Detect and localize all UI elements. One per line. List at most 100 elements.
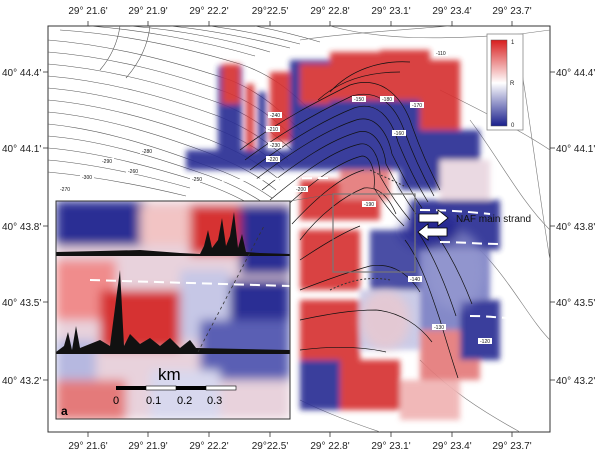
lon-label: 29° 22.8' xyxy=(310,6,349,17)
svg-text:-300: -300 xyxy=(82,175,92,181)
lon-label: 29° 21.6' xyxy=(68,441,107,452)
lat-label: 40° 44.4' xyxy=(556,68,595,79)
lon-label: 29° 21.6' xyxy=(68,6,107,17)
legend-mid: R xyxy=(510,81,515,87)
arrow-right-icon xyxy=(418,209,449,227)
legend-max: 1 xyxy=(511,40,515,46)
svg-text:-150: -150 xyxy=(354,97,364,103)
lat-label: 40° 44.4' xyxy=(2,68,41,79)
svg-text:-180: -180 xyxy=(382,97,392,103)
lon-label: 29° 22.2' xyxy=(189,441,228,452)
svg-text:-140: -140 xyxy=(410,277,420,283)
dotted-trace xyxy=(329,277,391,291)
svg-text:-270: -270 xyxy=(60,187,70,193)
lat-label: 40° 43.8' xyxy=(2,222,41,233)
lat-label: 40° 43.5' xyxy=(556,298,595,309)
contour-label: -250 xyxy=(190,176,204,183)
scale-tick: 0.1 xyxy=(146,395,161,407)
svg-text:-110: -110 xyxy=(436,51,446,57)
reflectivity-swaths xyxy=(186,50,500,420)
scale-unit: km xyxy=(158,365,181,384)
contour-label: -160 xyxy=(392,130,406,137)
lat-label: 40° 43.2' xyxy=(556,376,595,387)
svg-text:-250: -250 xyxy=(192,177,202,183)
lon-label: 29° 23.4' xyxy=(432,441,471,452)
lon-label: 29° 23.7' xyxy=(492,6,531,17)
legend-min: 0 xyxy=(511,123,515,129)
latitude-labels-right: 40° 44.4' 40° 44.1' 40° 43.8' 40° 43.5' … xyxy=(556,68,595,387)
svg-text:-160: -160 xyxy=(394,131,404,137)
lat-label: 40° 43.8' xyxy=(556,222,595,233)
lon-label: 29° 21.9' xyxy=(128,441,167,452)
contour-label: -190 xyxy=(362,201,376,208)
lon-label: 29°22.5' xyxy=(252,6,289,17)
lat-label: 40° 44.1' xyxy=(556,144,595,155)
trace-lower xyxy=(56,270,290,354)
inset-panel: km 0 0.1 0.2 0.3 a xyxy=(55,200,291,420)
lon-label: 29° 23.4' xyxy=(432,6,471,17)
color-legend: 1 R 0 xyxy=(486,33,524,131)
scale-bar xyxy=(116,385,237,391)
lon-label: 29° 23.1' xyxy=(371,6,410,17)
contour-labels: -110 -150 -180 -170 -160 -210 -200 -190 … xyxy=(58,50,492,345)
contour-lines-slope xyxy=(239,61,473,379)
lon-label: 29° 22.8' xyxy=(310,441,349,452)
naf-label: NAF main strand xyxy=(456,214,531,225)
panel-label: a xyxy=(61,404,68,418)
svg-text:-220: -220 xyxy=(268,157,278,163)
lat-label: 40° 43.2' xyxy=(2,376,41,387)
legend-colorbar xyxy=(490,39,508,127)
contour-label: -220 xyxy=(266,156,280,163)
latitude-labels-left: 40° 44.4' 40° 44.1' 40° 43.8' 40° 43.5' … xyxy=(2,68,41,387)
scale-tick: 0 xyxy=(113,395,119,407)
lon-label: 29° 21.9' xyxy=(128,6,167,17)
contour-label: -260 xyxy=(126,168,140,175)
svg-text:-230: -230 xyxy=(270,143,280,149)
trace-upper xyxy=(56,212,290,256)
axis-ticks xyxy=(43,21,555,437)
contour-label: -150 xyxy=(352,96,366,103)
longitude-labels-bottom: 29° 21.6' 29° 21.9' 29° 22.2' 29°22.5' 2… xyxy=(68,441,531,452)
svg-text:-170: -170 xyxy=(412,103,422,109)
study-area-box xyxy=(332,193,416,273)
contour-label: -280 xyxy=(140,148,154,155)
contour-label: -270 xyxy=(58,186,72,193)
inset-connector xyxy=(289,193,334,202)
svg-text:-290: -290 xyxy=(102,159,112,165)
contour-label: -140 xyxy=(408,276,422,283)
scale-tick: 0.3 xyxy=(207,395,222,407)
scale-tick: 0.2 xyxy=(177,395,192,407)
lat-label: 40° 44.1' xyxy=(2,144,41,155)
contour-label: -180 xyxy=(380,96,394,103)
svg-text:-120: -120 xyxy=(480,339,490,345)
svg-text:-240: -240 xyxy=(270,113,280,119)
svg-text:-190: -190 xyxy=(364,202,374,208)
lat-label: 40° 43.5' xyxy=(2,298,41,309)
contour-label: -170 xyxy=(410,102,424,109)
lon-label: 29°22.5' xyxy=(252,441,289,452)
naf-arrows xyxy=(417,209,449,241)
lon-label: 29° 23.7' xyxy=(492,441,531,452)
contour-label: -230 xyxy=(268,142,282,149)
contour-label: -120 xyxy=(478,338,492,345)
lon-label: 29° 23.1' xyxy=(371,441,410,452)
contour-label: -200 xyxy=(294,186,308,193)
arrow-left-icon xyxy=(417,223,448,241)
svg-text:-200: -200 xyxy=(296,187,306,193)
lon-label: 29° 22.2' xyxy=(189,6,228,17)
contour-label: -240 xyxy=(268,112,282,119)
svg-text:-130: -130 xyxy=(434,325,444,331)
contour-label: -130 xyxy=(432,324,446,331)
contour-label: -290 xyxy=(100,158,114,165)
contour-label: -210 xyxy=(266,126,280,133)
longitude-labels-top: 29° 21.6' 29° 21.9' 29° 22.2' 29°22.5' 2… xyxy=(68,6,531,17)
contour-label: -300 xyxy=(80,174,94,181)
inset-fault-trace xyxy=(89,279,290,287)
contour-label: -110 xyxy=(434,50,448,57)
svg-text:-280: -280 xyxy=(142,149,152,155)
fault-trace xyxy=(189,177,511,319)
inset-frame xyxy=(55,200,291,420)
svg-text:-210: -210 xyxy=(268,127,278,133)
svg-text:-260: -260 xyxy=(128,169,138,175)
